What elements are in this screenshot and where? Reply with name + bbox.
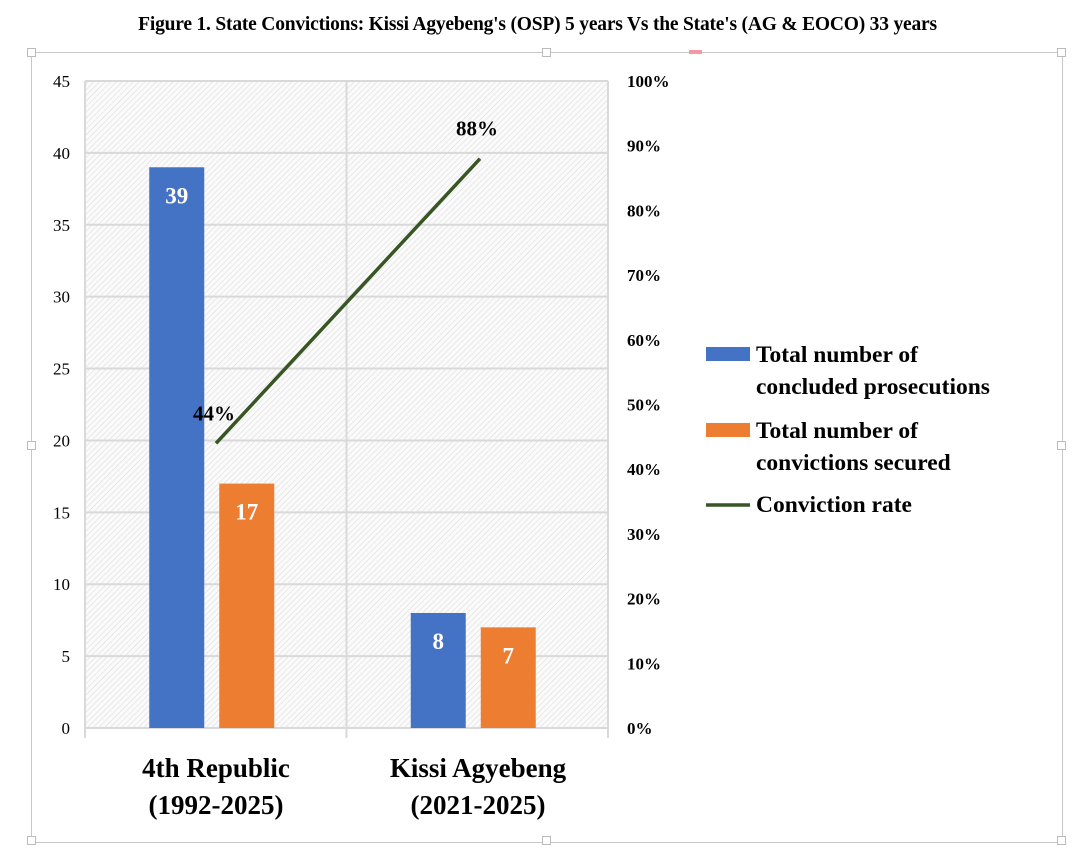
bar-data-label: 7 (503, 643, 515, 668)
y-left-tick-label: 0 (62, 719, 71, 738)
y-right-tick-label: 10% (627, 654, 661, 673)
y-left-tick-label: 45 (53, 72, 70, 91)
y-right-tick-label: 50% (627, 396, 661, 415)
bar-data-label: 17 (235, 500, 258, 525)
bar-data-label: 39 (165, 183, 188, 208)
legend-label: Conviction rate (756, 492, 912, 518)
y-right-tick-label: 40% (627, 460, 661, 479)
y-left-tick-label: 25 (53, 360, 70, 379)
y-right-tick-label: 80% (627, 201, 661, 220)
legend-swatch (706, 347, 750, 361)
resize-handle[interactable] (27, 441, 36, 450)
resize-handle[interactable] (542, 836, 551, 845)
y-right-tick-label: 60% (627, 331, 661, 350)
legend-label: Total number of (756, 418, 919, 444)
x-tick-label: (1992-2025) (149, 790, 284, 820)
y-left-tick-label: 40 (53, 144, 70, 163)
bar-convictions (219, 483, 275, 728)
y-right-tick-label: 20% (627, 590, 661, 609)
y-right-tick-label: 100% (627, 72, 670, 91)
legend-label: concluded prosecutions (756, 374, 990, 400)
y-left-tick-label: 35 (53, 216, 70, 235)
y-right-tick-label: 0% (627, 719, 653, 738)
resize-handle[interactable] (1057, 441, 1066, 450)
line-data-label: 88% (456, 117, 498, 141)
resize-handle[interactable] (1057, 836, 1066, 845)
bar-convictions (480, 627, 536, 728)
y-left-tick-label: 15 (53, 503, 70, 522)
y-right-tick-label: 90% (627, 137, 661, 156)
legend-swatch (706, 423, 750, 437)
legend-label: convictions secured (756, 450, 951, 476)
y-right-tick-label: 70% (627, 266, 661, 285)
selection-marker (689, 50, 702, 54)
x-tick-label: (2021-2025) (411, 790, 546, 820)
resize-handle[interactable] (27, 836, 36, 845)
legend-label: Total number of (756, 342, 919, 368)
bar-prosecutions (410, 612, 466, 728)
y-left-tick-label: 20 (53, 431, 70, 450)
y-right-tick-label: 30% (627, 525, 661, 544)
bar-data-label: 8 (433, 629, 445, 654)
y-left-tick-label: 10 (53, 575, 70, 594)
x-tick-label: 4th Republic (142, 753, 290, 783)
figure-title: Figure 1. State Convictions: Kissi Agyeb… (138, 14, 937, 35)
resize-handle[interactable] (542, 48, 551, 57)
resize-handle[interactable] (27, 48, 36, 57)
y-left-tick-label: 30 (53, 288, 70, 307)
line-data-label: 44% (193, 401, 235, 425)
x-tick-label: Kissi Agyebeng (390, 753, 567, 783)
bar-prosecutions (149, 167, 205, 728)
resize-handle[interactable] (1057, 48, 1066, 57)
y-left-tick-label: 5 (62, 647, 71, 666)
conviction-rate-line (214, 157, 482, 445)
